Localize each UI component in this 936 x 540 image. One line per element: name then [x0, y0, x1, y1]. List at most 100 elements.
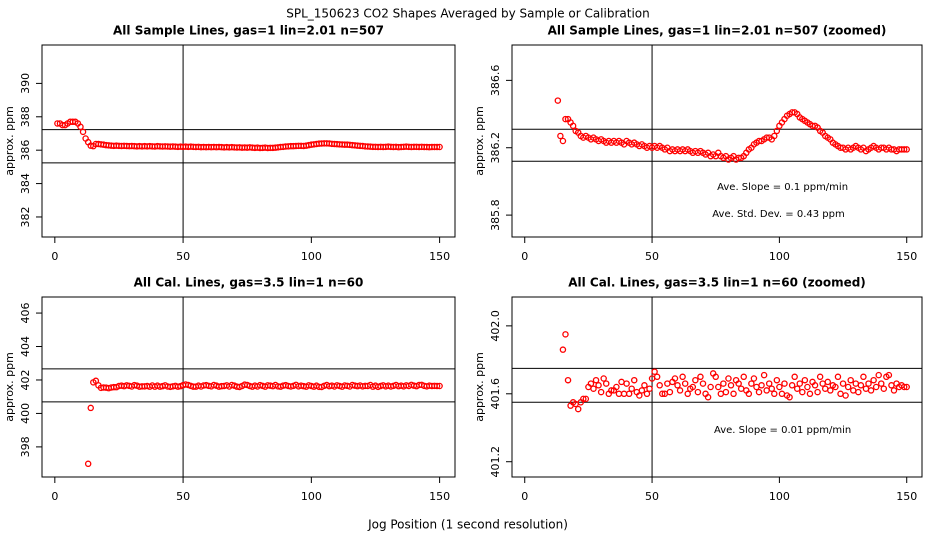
x-axis-label: Jog Position (1 second resolution) [367, 518, 568, 532]
x-tick-label: 100 [301, 250, 322, 263]
data-point [875, 371, 882, 379]
x-tick-label: 100 [769, 250, 790, 263]
data-point [595, 382, 602, 389]
data-point [814, 388, 821, 396]
x-tick-label: 150 [896, 250, 917, 263]
y-tick-label: 384 [19, 173, 32, 194]
data-point [885, 371, 893, 379]
panel-title: All Cal. Lines, gas=3.5 lin=1 n=60 (zoom… [568, 276, 866, 290]
data-point [880, 385, 888, 392]
data-point [681, 380, 689, 387]
data-point [717, 390, 725, 398]
data-point [625, 390, 633, 398]
y-tick-label: 388 [19, 106, 32, 127]
data-point [788, 382, 796, 389]
data-point [643, 390, 651, 398]
data-point [697, 373, 704, 381]
data-point [590, 385, 597, 392]
data-point [781, 380, 788, 387]
x-tick-label: 50 [645, 250, 659, 263]
y-axis-label: approx. ppm [3, 352, 16, 422]
plot-area [42, 45, 455, 237]
data-point [694, 388, 702, 396]
data-point [799, 388, 806, 396]
data-point [433, 143, 441, 151]
data-point [676, 387, 684, 394]
data-point [615, 390, 623, 398]
data-point [832, 383, 839, 391]
data-point [592, 376, 600, 384]
y-axis-label: approx. ppm [473, 106, 486, 176]
data-point [658, 390, 666, 398]
data-point [638, 387, 646, 394]
plot-frame [511, 44, 923, 238]
x-tick-label: 100 [301, 490, 322, 503]
data-point [562, 331, 569, 338]
data-point [900, 146, 908, 153]
data-point [554, 97, 562, 104]
data-point [712, 373, 719, 381]
y-tick-label: 386 [19, 140, 32, 161]
data-point [666, 388, 674, 396]
plot-area [42, 297, 455, 477]
data-point [87, 404, 94, 412]
data-point [557, 132, 564, 140]
data-point [776, 383, 783, 391]
data-point [824, 378, 832, 386]
data-point [855, 388, 862, 396]
panel-title: All Sample Lines, gas=1 lin=2.01 n=507 (… [548, 24, 887, 38]
data-point [865, 380, 872, 387]
data-point [847, 376, 854, 384]
annotation: Ave. Slope = 0.1 ppm/min [717, 182, 848, 193]
x-tick-label: 150 [896, 490, 917, 503]
data-point [720, 380, 727, 387]
data-point [872, 383, 880, 391]
x-tick-label: 150 [429, 250, 450, 263]
data-point [867, 387, 875, 394]
y-axis-label: approx. ppm [3, 106, 16, 176]
data-point [653, 373, 661, 381]
data-point [684, 390, 691, 398]
data-point [630, 376, 638, 384]
data-point [900, 383, 908, 391]
data-point [903, 146, 910, 153]
plot-frame [41, 44, 456, 238]
data-point [564, 376, 572, 384]
data-point [636, 392, 643, 399]
data-point [651, 368, 658, 375]
data-point [608, 387, 615, 394]
data-point [597, 388, 605, 396]
data-point [849, 387, 857, 394]
data-point [745, 390, 753, 398]
data-point [837, 390, 844, 398]
figure-title: SPL_150623 CO2 Shapes Averaged by Sample… [286, 7, 650, 21]
y-tick-label: 386.6 [489, 65, 502, 97]
data-point [735, 380, 742, 387]
data-point [888, 382, 895, 389]
data-point [699, 380, 707, 387]
x-tick-label: 100 [769, 490, 790, 503]
data-point [618, 378, 625, 386]
data-point [722, 388, 730, 396]
data-point [903, 383, 910, 391]
y-tick-label: 390 [19, 73, 32, 94]
data-point [623, 380, 630, 387]
data-point [773, 376, 781, 384]
x-tick-label: 0 [51, 490, 58, 503]
y-tick-label: 404 [19, 336, 32, 357]
data-point [574, 405, 582, 413]
data-point [679, 373, 686, 381]
data-point [79, 128, 87, 136]
x-tick-label: 50 [645, 490, 659, 503]
data-point [771, 132, 778, 140]
data-point [834, 373, 842, 381]
data-point [811, 382, 819, 389]
data-point [793, 385, 801, 392]
data-point [839, 380, 847, 387]
plot-frame [511, 296, 923, 478]
y-tick-label: 385.8 [489, 199, 502, 231]
y-tick-label: 386.2 [489, 132, 502, 164]
data-point [77, 123, 84, 131]
data-point [562, 115, 569, 123]
